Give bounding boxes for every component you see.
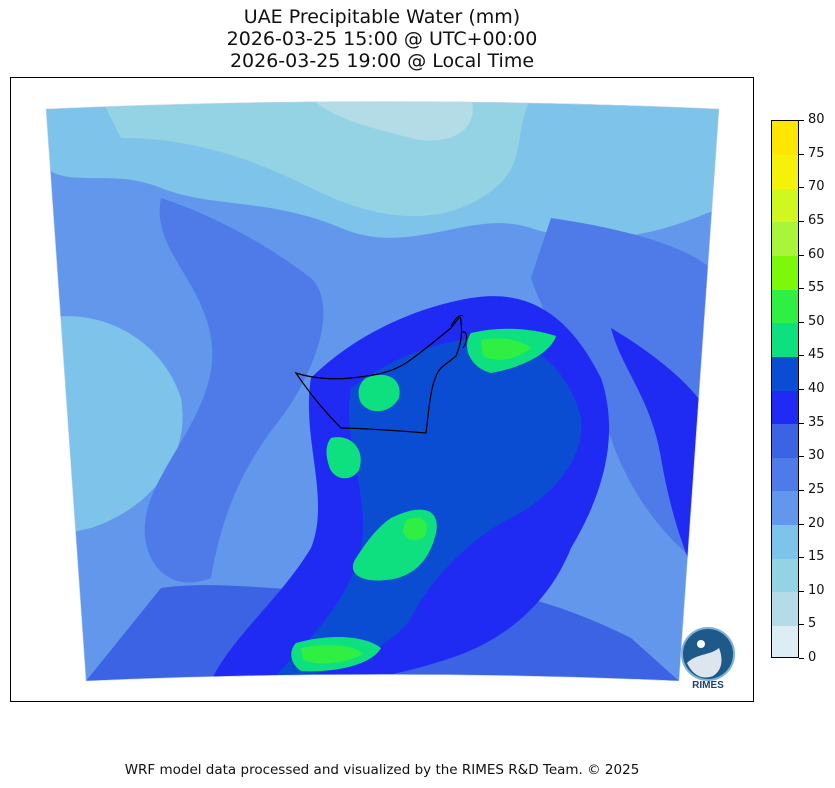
footer-credit: WRF model data processed and visualized … — [124, 762, 640, 778]
colorbar-segment — [772, 289, 798, 324]
map-frame: RIMES — [10, 77, 754, 702]
colorbar-segment — [772, 356, 798, 391]
colorbar-tick-label: 60 — [808, 247, 825, 262]
rimes-logo-text: RIMES — [692, 680, 724, 691]
map-title: UAE Precipitable Water (mm) 2026-03-25 1… — [10, 6, 754, 72]
colorbar-segment — [772, 390, 798, 425]
colorbar-tick — [799, 557, 804, 558]
colorbar-tick-label: 75 — [808, 146, 825, 161]
colorbar-tick-label: 55 — [808, 280, 825, 295]
colorbar-tick — [799, 255, 804, 256]
colorbar-tick-label: 5 — [808, 616, 817, 631]
colorbar-segment — [772, 188, 798, 223]
title-line-3: 2026-03-25 19:00 @ Local Time — [229, 50, 535, 72]
colorbar-tick — [799, 423, 804, 424]
colorbar-tick — [799, 288, 804, 289]
colorbar-tick-label: 20 — [808, 516, 825, 531]
colorbar-tick — [799, 524, 804, 525]
colorbar — [771, 120, 799, 658]
colorbar-tick — [799, 591, 804, 592]
colorbar-tick — [799, 658, 804, 659]
colorbar-tick — [799, 389, 804, 390]
colorbar-tick — [799, 490, 804, 491]
colorbar-tick — [799, 221, 804, 222]
colorbar-tick-label: 35 — [808, 415, 825, 430]
colorbar-segment — [772, 625, 798, 657]
colorbar-tick — [799, 624, 804, 625]
title-line-2: 2026-03-25 15:00 @ UTC+00:00 — [226, 28, 538, 50]
colorbar-tick — [799, 154, 804, 155]
colorbar-tick — [799, 456, 804, 457]
map-canvas: RIMES — [45, 101, 735, 691]
colorbar-tick-label: 15 — [808, 549, 825, 564]
colorbar-tick-label: 70 — [808, 179, 825, 194]
colorbar-segment — [772, 423, 798, 458]
colorbar-tick-label: 0 — [808, 650, 817, 665]
colorbar-tick — [799, 120, 804, 121]
precip-field — [46, 101, 719, 681]
colorbar-segment — [772, 558, 798, 593]
colorbar-segment — [772, 322, 798, 357]
colorbar-segment — [772, 255, 798, 290]
rimes-logo-icon — [681, 627, 735, 681]
colorbar-segment — [772, 490, 798, 525]
colorbar-tick — [799, 187, 804, 188]
colorbar-tick-label: 80 — [808, 112, 825, 127]
colorbar-tick-label: 25 — [808, 482, 825, 497]
colorbar-segment — [772, 121, 798, 156]
colorbar-tick-label: 45 — [808, 347, 825, 362]
colorbar-segment — [772, 524, 798, 559]
colorbar-tick-label: 30 — [808, 448, 825, 463]
colorbar-segment — [772, 221, 798, 256]
colorbar-tick — [799, 322, 804, 323]
colorbar-tick-label: 40 — [808, 381, 825, 396]
colorbar-tick-label: 65 — [808, 213, 825, 228]
colorbar-tick — [799, 355, 804, 356]
colorbar-segment — [772, 457, 798, 492]
colorbar-segment — [772, 591, 798, 626]
colorbar-tick-label: 50 — [808, 314, 825, 329]
title-line-1: UAE Precipitable Water (mm) — [243, 6, 521, 28]
colorbar-tick-label: 10 — [808, 583, 825, 598]
colorbar-segment — [772, 154, 798, 189]
